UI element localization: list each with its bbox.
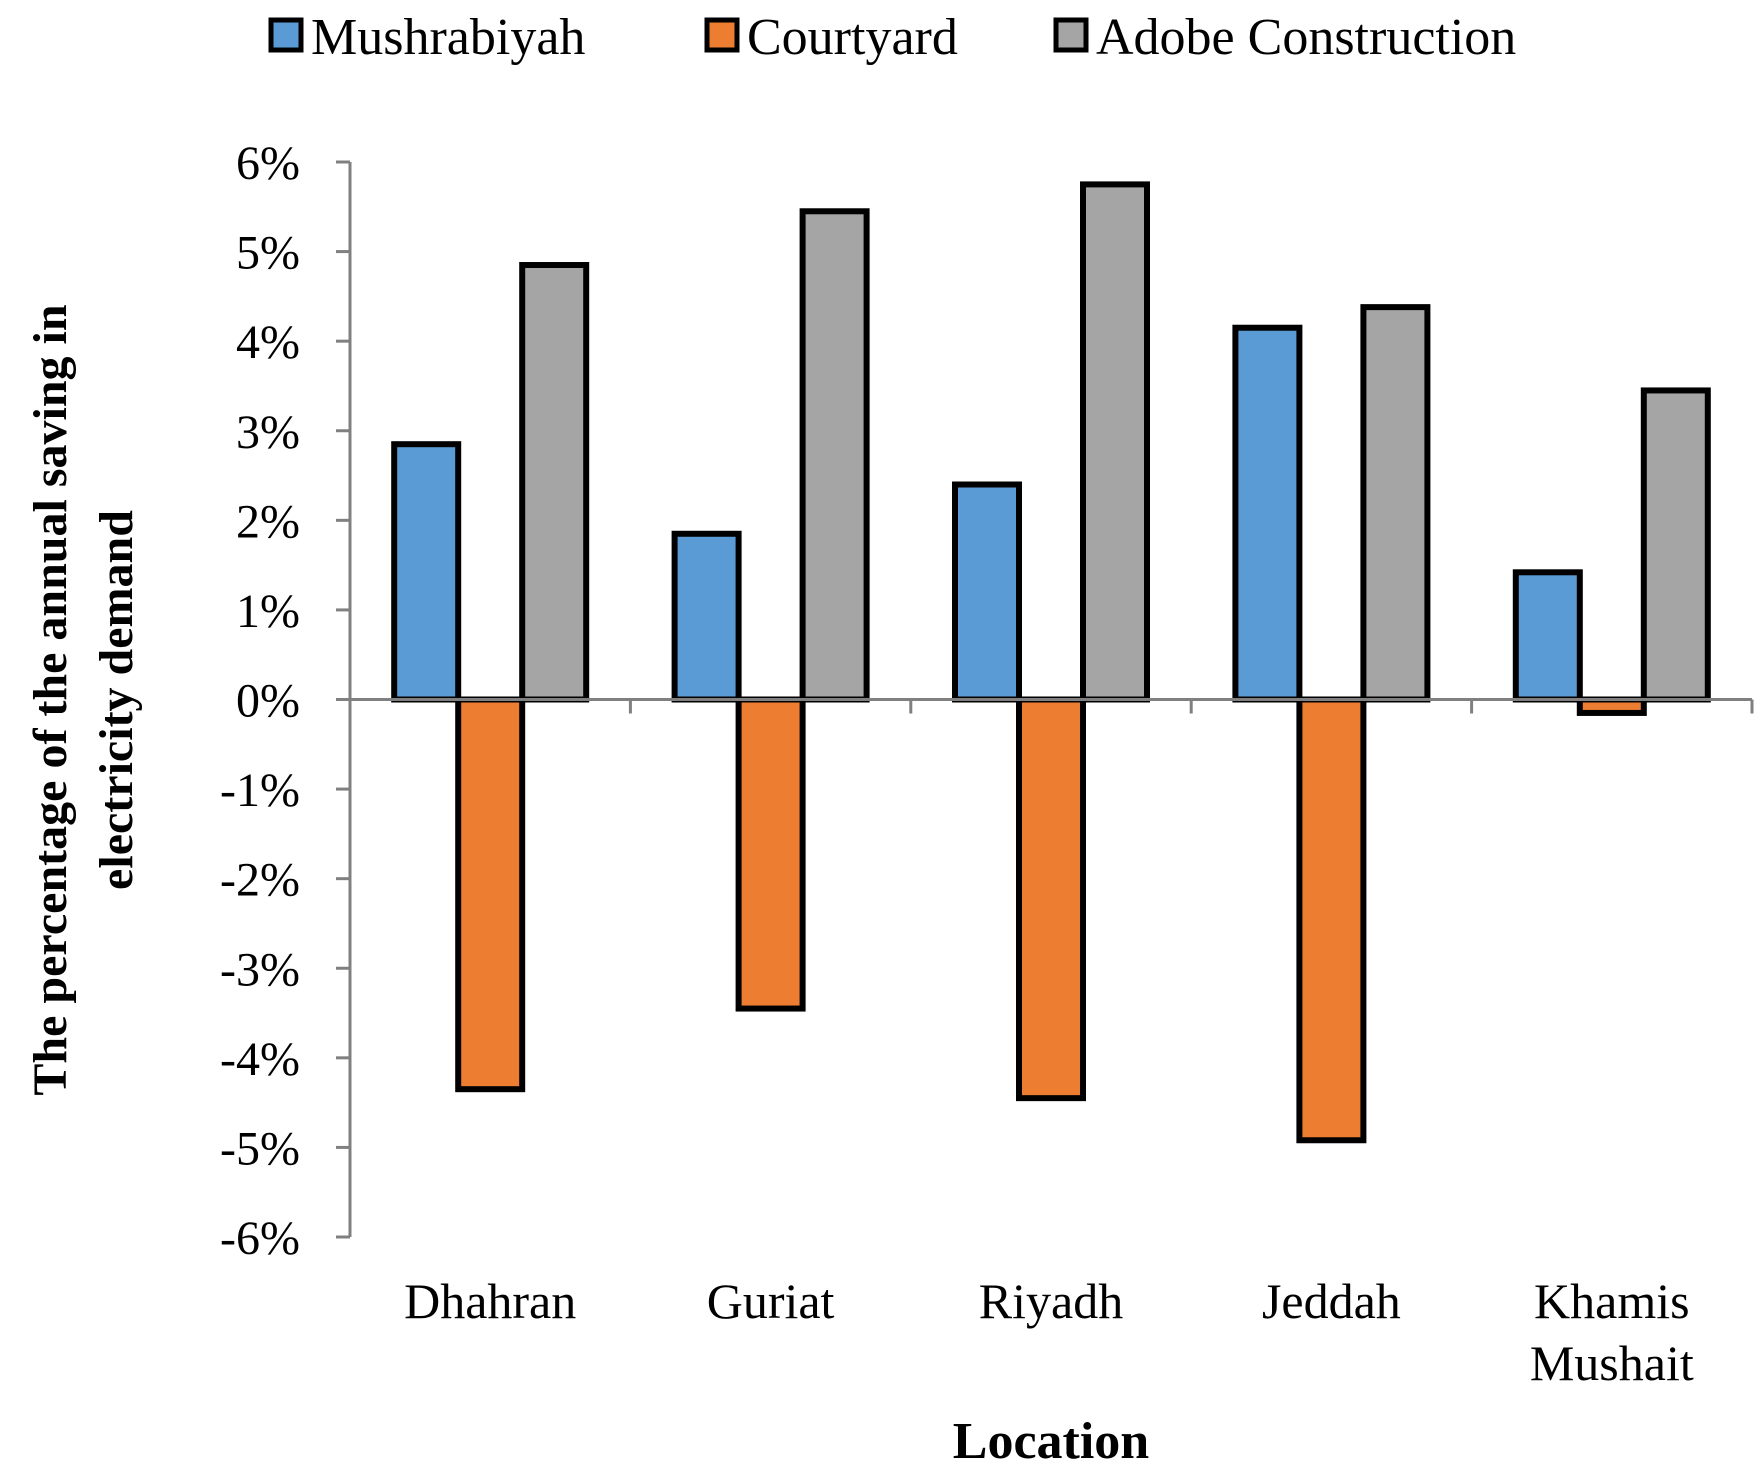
bar-mushrabiyah xyxy=(1512,569,1583,703)
x-category-label: Guriat xyxy=(707,1273,835,1329)
x-axis-title: Location xyxy=(953,1413,1150,1470)
y-tick-label: 6% xyxy=(236,137,300,190)
bar-mushrabiyah xyxy=(952,481,1022,703)
bar-courtyard xyxy=(1296,696,1367,1144)
y-tick-label: -1% xyxy=(220,764,300,817)
bar-adobe-construction xyxy=(1640,387,1711,703)
legend-label: Adobe Construction xyxy=(1096,9,1516,66)
x-category-label: Dhahran xyxy=(404,1273,576,1329)
bar-mushrabiyah xyxy=(671,530,742,703)
legend-swatch xyxy=(704,17,740,53)
bar-courtyard xyxy=(455,696,526,1093)
y-axis-title: The percentage of the annual saving in el… xyxy=(24,304,143,1095)
legend-label: Mushrabiyah xyxy=(311,9,585,66)
y-tick-label: -3% xyxy=(220,943,300,996)
x-category-label: Riyadh xyxy=(979,1273,1123,1329)
legend-label: Courtyard xyxy=(747,9,958,66)
y-tick-label: 1% xyxy=(236,585,300,638)
bar-courtyard xyxy=(1016,696,1086,1102)
bars xyxy=(391,181,1711,1144)
x-category-labels: Dhahran Guriat Riyadh Jeddah Khamis Mushait xyxy=(404,1273,1694,1391)
y-tick-labels: -6% -5% -4% -3% -2% -1% 0% 1% 2% 3% 4% 5% 6% xyxy=(220,137,300,1265)
bar-courtyard xyxy=(1576,696,1647,716)
legend-swatch xyxy=(268,17,304,53)
y-tick-label: -5% xyxy=(220,1122,300,1175)
bar-adobe-construction xyxy=(1360,304,1431,703)
bar-adobe-construction xyxy=(799,208,870,703)
bar-adobe-construction xyxy=(519,262,590,703)
x-category-label: Khamis Mushait xyxy=(1530,1273,1694,1391)
axes xyxy=(336,160,1754,1239)
bar-adobe-construction xyxy=(1080,181,1150,703)
y-tick-label: 3% xyxy=(236,406,300,459)
legend: Mushrabiyah Courtyard Adobe Construction xyxy=(268,9,1516,66)
y-tick-label: 0% xyxy=(236,675,300,728)
bar-courtyard xyxy=(735,696,806,1012)
legend-swatch xyxy=(1053,17,1089,53)
y-tick-label: -4% xyxy=(220,1033,300,1086)
y-tick-label: 4% xyxy=(236,316,300,369)
y-tick-label: -2% xyxy=(220,854,300,907)
y-tick-label: 2% xyxy=(236,495,300,548)
y-tick-label: 5% xyxy=(236,227,300,280)
y-tick-label: -6% xyxy=(220,1212,300,1265)
bar-mushrabiyah xyxy=(391,441,462,703)
x-category-label: Jeddah xyxy=(1262,1273,1401,1329)
bar-mushrabiyah xyxy=(1232,324,1303,703)
